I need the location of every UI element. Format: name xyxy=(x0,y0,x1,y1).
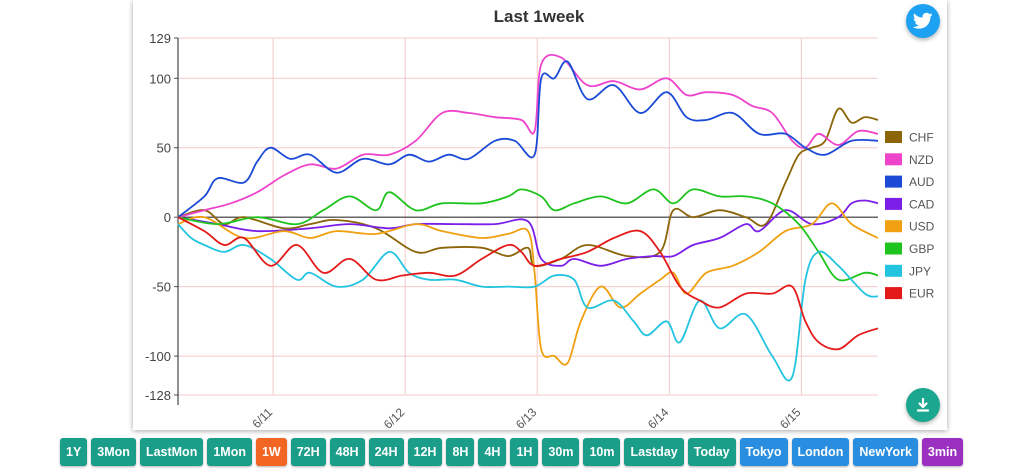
timeframe-button-3min[interactable]: 3min xyxy=(921,438,964,466)
timeframe-button-tokyo[interactable]: Tokyo xyxy=(739,438,788,466)
legend-label-jpy[interactable]: JPY xyxy=(909,264,931,278)
chart-title: Last 1week xyxy=(494,7,585,26)
series-line-cad[interactable] xyxy=(177,199,879,267)
timeframe-button-8h[interactable]: 8H xyxy=(446,438,475,466)
series-line-usd[interactable] xyxy=(177,202,879,366)
timeframe-button-1y[interactable]: 1Y xyxy=(60,438,88,466)
legend-swatch-nzd[interactable] xyxy=(885,153,902,166)
series-line-aud[interactable] xyxy=(177,60,879,218)
timeframe-button-1w[interactable]: 1W xyxy=(255,438,287,466)
timeframe-toolbar: 1Y 3Mon LastMon 1Mon 1W 72H 48H 24H 12H 8H 4H 1H 30m… xyxy=(60,438,1020,466)
legend-swatch-chf[interactable] xyxy=(885,131,902,143)
y-tick-label: 129 xyxy=(149,31,171,46)
y-tick-label: -128 xyxy=(145,388,171,403)
twitter-share-button[interactable] xyxy=(906,4,940,38)
timeframe-button-4h[interactable]: 4H xyxy=(478,438,507,466)
legend-swatch-usd[interactable] xyxy=(885,220,902,233)
legend-label-chf[interactable]: CHF xyxy=(909,131,934,145)
timeframe-button-3mon[interactable]: 3Mon xyxy=(91,438,136,466)
x-tick-label: 6/12 xyxy=(381,405,408,430)
timeframe-button-10m[interactable]: 10m xyxy=(583,438,621,466)
x-tick-label: 6/14 xyxy=(645,405,672,430)
legend-swatch-cad[interactable] xyxy=(885,197,902,210)
download-button[interactable] xyxy=(906,388,940,422)
y-tick-label: -50 xyxy=(152,280,171,295)
y-tick-label: 0 xyxy=(164,210,171,225)
download-icon xyxy=(916,397,930,412)
legend-label-cad[interactable]: CAD xyxy=(909,197,935,211)
timeframe-button-lastday[interactable]: Lastday xyxy=(624,438,684,466)
timeframe-button-1h[interactable]: 1H xyxy=(510,438,539,466)
timeframe-button-1mon[interactable]: 1Mon xyxy=(207,438,252,466)
y-tick-label: 100 xyxy=(149,71,171,86)
legend-label-gbp[interactable]: GBP xyxy=(909,242,934,256)
legend-swatch-aud[interactable] xyxy=(885,175,902,188)
line-chart: Last 1week 129 100 50 0 -50 -100 -128 6/11 6/12 6… xyxy=(145,7,935,430)
legend-label-nzd[interactable]: NZD xyxy=(909,153,934,167)
twitter-icon xyxy=(913,12,933,29)
x-tick-label: 6/11 xyxy=(249,405,275,430)
y-tick-label: 50 xyxy=(157,141,171,156)
timeframe-button-lastmon[interactable]: LastMon xyxy=(139,438,204,466)
series-line-nzd[interactable] xyxy=(177,53,879,219)
legend-label-usd[interactable]: USD xyxy=(909,220,935,234)
y-tick-label: -100 xyxy=(145,349,171,364)
chart-card: Last 1week 129 100 50 0 -50 -100 -128 6/11 6/12 6… xyxy=(133,0,947,430)
series-line-eur[interactable] xyxy=(177,216,879,351)
series-line-jpy[interactable] xyxy=(177,223,879,382)
timeframe-button-24h[interactable]: 24H xyxy=(368,438,404,466)
legend-swatch-eur[interactable] xyxy=(885,287,902,300)
series-line-gbp[interactable] xyxy=(177,188,879,282)
legend-swatch-jpy[interactable] xyxy=(885,264,902,277)
legend-swatch-gbp[interactable] xyxy=(885,242,902,255)
timeframe-button-72h[interactable]: 72H xyxy=(290,438,326,466)
timeframe-button-48h[interactable]: 48H xyxy=(329,438,365,466)
x-tick-label: 6/15 xyxy=(777,405,804,430)
timeframe-button-newyork[interactable]: NewYork xyxy=(853,438,918,466)
legend-label-eur[interactable]: EUR xyxy=(909,287,935,301)
timeframe-button-30m[interactable]: 30m xyxy=(542,438,580,466)
legend-label-aud[interactable]: AUD xyxy=(909,175,935,189)
x-tick-label: 6/13 xyxy=(513,405,540,430)
timeframe-button-12h[interactable]: 12H xyxy=(407,438,443,466)
timeframe-button-today[interactable]: Today xyxy=(687,438,736,466)
timeframe-button-london[interactable]: London xyxy=(791,438,850,466)
series-line-chf[interactable] xyxy=(177,107,879,268)
